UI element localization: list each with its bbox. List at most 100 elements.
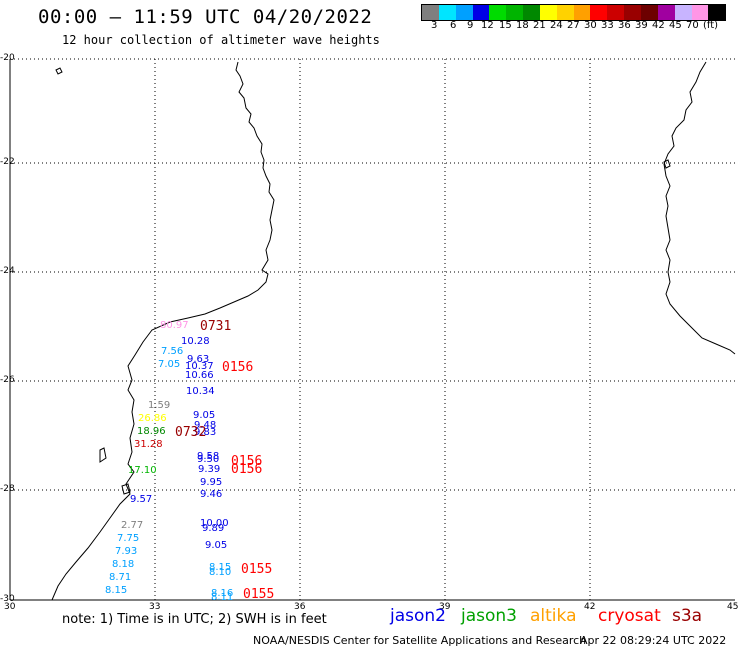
legend-labels: 3 6 9 12 15 18 21 24 27 30 33 36 39 42 4… [421,20,731,34]
lat-lon-grid [10,58,735,600]
legend-label: (ft) [703,20,719,31]
wave-height-label: 10.00 [200,518,229,529]
legend-label: 3 [431,20,438,31]
wave-height-label: 9.39 [198,464,221,475]
wave-height-label: 9.05 [205,540,228,551]
legend-swatch [607,5,625,20]
wave-height-label: 8.15 [209,562,232,573]
wave-height-label: 8.18 [112,559,135,570]
legend-swatch [455,5,473,20]
wave-height-label: 26.86 [138,413,167,424]
wave-height-label: 9.63 [187,354,210,365]
legend-label: 42 [652,20,665,31]
legend-swatch [691,5,709,20]
satellite-legend-altika: altika [530,606,577,626]
wave-height-label: 9.89 [202,523,225,534]
wave-height-label: 8.11 [211,592,234,603]
lat-tick-label: -24 [0,266,15,276]
wave-height-label: 7.75 [117,533,140,544]
pass-time-label: 0731 [200,319,232,334]
legend-label: 39 [635,20,648,31]
legend-swatch [640,5,658,20]
pass-time-label: 0156 [231,462,263,477]
lon-tick-label: 42 [584,602,596,612]
units-note: note: 1) Time is in UTC; 2) SWH is in fe… [62,612,327,627]
lat-tick-label: -20 [0,53,15,63]
wave-height-label: 8.71 [109,572,132,583]
wave-height-label: 9.05 [193,410,216,421]
lon-tick-label: 36 [294,602,306,612]
lat-tick-label: -26 [0,375,15,385]
legend-swatch [573,5,591,20]
chart-title: 00:00 – 11:59 UTC 04/20/2022 [38,6,373,28]
lon-tick-label: 30 [4,602,16,612]
pass-time-label: 0156 [231,454,263,469]
map-frame [9,59,735,601]
pass-time-label: 0156 [222,360,254,375]
legend-swatch [523,5,540,20]
pass-time-label: 0155 [243,587,275,602]
wave-height-label: 31.28 [134,439,163,450]
legend-swatch [438,5,456,20]
wave-height-label: 10.37 [185,361,214,372]
wave-height-label: 18.96 [137,426,166,437]
legend-label: 15 [499,20,512,31]
legend-label: 24 [550,20,563,31]
wave-height-label: 9.57 [130,494,153,505]
wave-height-label: 10.34 [186,386,215,397]
legend-swatch [422,5,439,20]
legend-label: 18 [516,20,529,31]
legend-swatch [506,5,524,20]
legend-label: 9 [467,20,474,31]
satellite-legend-s3a: s3a [672,606,703,626]
pass-time-label: 0155 [241,562,273,577]
lat-tick-label: -22 [0,157,15,167]
legend-label: 70 [686,20,699,31]
legend-swatch [489,5,507,20]
wave-height-label: 9.95 [200,477,223,488]
satellite-legend-cryosat: cryosat [598,606,661,626]
wave-height-label: 80.97 [160,320,189,331]
wave-height-label: 8.10 [209,567,232,578]
coastline [51,61,736,601]
wave-height-label: 9.46 [200,489,223,500]
wave-height-label: 1.59 [148,400,171,411]
wave-height-label: 7.56 [161,346,184,357]
wave-height-label: 2.77 [121,520,144,531]
legend-label: 12 [481,20,494,31]
lat-tick-label: -28 [0,484,15,494]
wave-height-label: 9.48 [194,420,217,431]
footer-credit: NOAA/NESDIS Center for Satellite Applica… [253,634,587,647]
legend-swatch [674,5,692,20]
legend-label: 6 [450,20,457,31]
legend-label: 21 [533,20,546,31]
legend-label: 33 [601,20,614,31]
pass-time-label: 0732 [175,425,207,440]
legend-label: 30 [584,20,597,31]
color-legend-bar [421,4,727,21]
chart-subtitle: 12 hour collection of altimeter wave hei… [62,33,380,47]
wave-height-label: 9.83 [194,427,217,438]
lon-tick-label: 33 [149,602,161,612]
legend-label: 27 [567,20,580,31]
legend-swatch [708,5,726,20]
legend-swatch [624,5,641,20]
legend-swatch [472,5,490,20]
wave-height-label: 8.15 [105,585,128,596]
wave-height-label: 7.05 [158,359,181,370]
lon-tick-label: 45 [727,602,739,612]
satellite-legend-jason3: jason3 [461,606,517,626]
wave-height-label: 9.58 [197,451,220,462]
legend-swatch [556,5,574,20]
lon-tick-label: 39 [439,602,451,612]
wave-height-label: 10.28 [181,336,210,347]
legend-swatch [590,5,608,20]
lat-tick-label: -30 [0,594,15,604]
wave-height-label: 10.66 [185,370,214,381]
legend-swatch [539,5,557,20]
legend-label: 36 [618,20,631,31]
wave-height-label: 7.93 [115,546,138,557]
wave-height-label: 9.50 [197,454,220,465]
legend-swatch [657,5,675,20]
